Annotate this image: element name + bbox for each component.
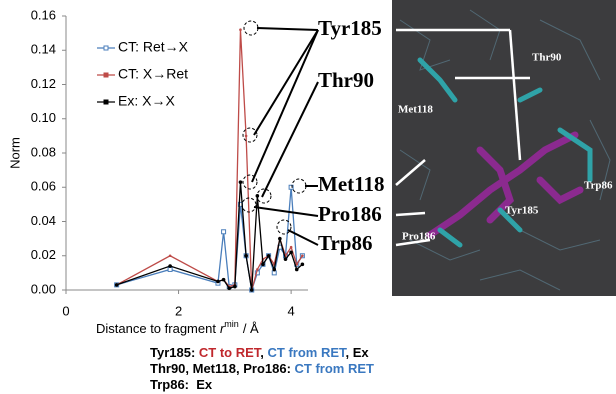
marker — [250, 288, 254, 292]
annotation: Trp86 — [318, 231, 372, 255]
caption-line: Thr90, Met118, Pro186: CT from RET — [150, 361, 374, 376]
marker — [295, 268, 299, 272]
marker — [290, 246, 293, 249]
annotation-leader — [254, 207, 318, 216]
marker — [284, 257, 288, 261]
image-label: Pro186 — [402, 231, 436, 243]
caption-segment: Thr90, Met118, Pro186: — [150, 361, 295, 376]
legend-marker — [104, 46, 108, 50]
caption-segment: , Ex — [346, 345, 370, 360]
highlight-circle — [244, 21, 258, 35]
marker — [244, 254, 248, 258]
annotation: Pro186 — [318, 202, 382, 226]
marker — [301, 254, 304, 257]
legend-label: CT: X→Ret — [118, 66, 188, 82]
y-tick-label: 0.06 — [31, 179, 56, 194]
marker — [222, 230, 226, 234]
y-tick-label: 0.02 — [31, 247, 56, 262]
y-tick-label: 0.10 — [31, 110, 56, 125]
y-axis-label: Norm — [7, 137, 22, 169]
x-tick-label: 4 — [287, 303, 294, 318]
annotation: Thr90 — [318, 68, 374, 92]
x-axis-label-part: min — [224, 319, 239, 329]
marker — [239, 180, 243, 184]
caption-segment: CT from RET — [268, 345, 348, 360]
x-tick-label: 2 — [175, 303, 182, 318]
caption-segment: CT from RET — [295, 361, 375, 376]
marker — [267, 254, 271, 258]
x-axis-label-part: / Å — [243, 321, 259, 336]
marker — [227, 286, 231, 290]
marker — [239, 28, 242, 31]
marker — [256, 268, 259, 271]
marker — [245, 135, 248, 138]
legend-label: CT: Ret→X — [118, 39, 189, 55]
annotation: Tyr185 — [318, 16, 382, 40]
caption-segment: , — [260, 345, 267, 360]
marker — [289, 251, 293, 255]
marker — [278, 237, 282, 241]
figure: 0.00 0.02 0.04 0.06 0.08 0.10 0.12 0.14 0.16 0 2 4 N… — [0, 0, 616, 394]
image-label: Tyr185 — [505, 205, 539, 217]
caption-line: Tyr185: CT to RET, CT from RET, Ex — [150, 345, 369, 360]
caption-segment: CT to RET — [199, 345, 262, 360]
marker — [301, 263, 305, 267]
marker — [261, 263, 265, 267]
x-tick-label: 0 — [62, 303, 69, 318]
annotation-leader — [288, 230, 318, 245]
y-tick-label: 0.14 — [31, 42, 56, 57]
legend-marker — [104, 100, 108, 104]
annotation: Met118 — [318, 172, 384, 196]
marker — [233, 285, 237, 289]
marker — [272, 271, 276, 275]
caption-line: Trp86: Ex — [150, 377, 213, 392]
caption-segment: Tyr185: — [150, 345, 199, 360]
caption-segment: Trp86: Ex — [150, 377, 213, 392]
marker — [222, 278, 226, 282]
legend-marker — [104, 73, 108, 77]
image-label: Met118 — [398, 104, 433, 116]
annotation-leader — [252, 30, 318, 182]
image-label: Trp86 — [584, 180, 613, 192]
annotation-leader — [257, 28, 318, 30]
marker — [168, 267, 172, 271]
y-tick-label: 0.04 — [31, 213, 56, 228]
marker — [168, 264, 172, 268]
y-tick-label: 0.08 — [31, 144, 56, 159]
y-tick-label: 0.16 — [31, 7, 56, 22]
marker — [169, 254, 172, 257]
y-tick-label: 0.12 — [31, 76, 56, 91]
highlight-circle — [292, 179, 306, 193]
image-label: Thr90 — [532, 52, 562, 64]
annotation-leader — [254, 30, 318, 135]
marker — [272, 268, 276, 272]
marker — [115, 283, 119, 287]
marker — [216, 280, 220, 284]
legend-label: Ex: X→X — [118, 93, 175, 109]
y-tick-label: 0.00 — [31, 281, 56, 296]
x-axis-label-part: Distance to fragment — [96, 321, 216, 336]
